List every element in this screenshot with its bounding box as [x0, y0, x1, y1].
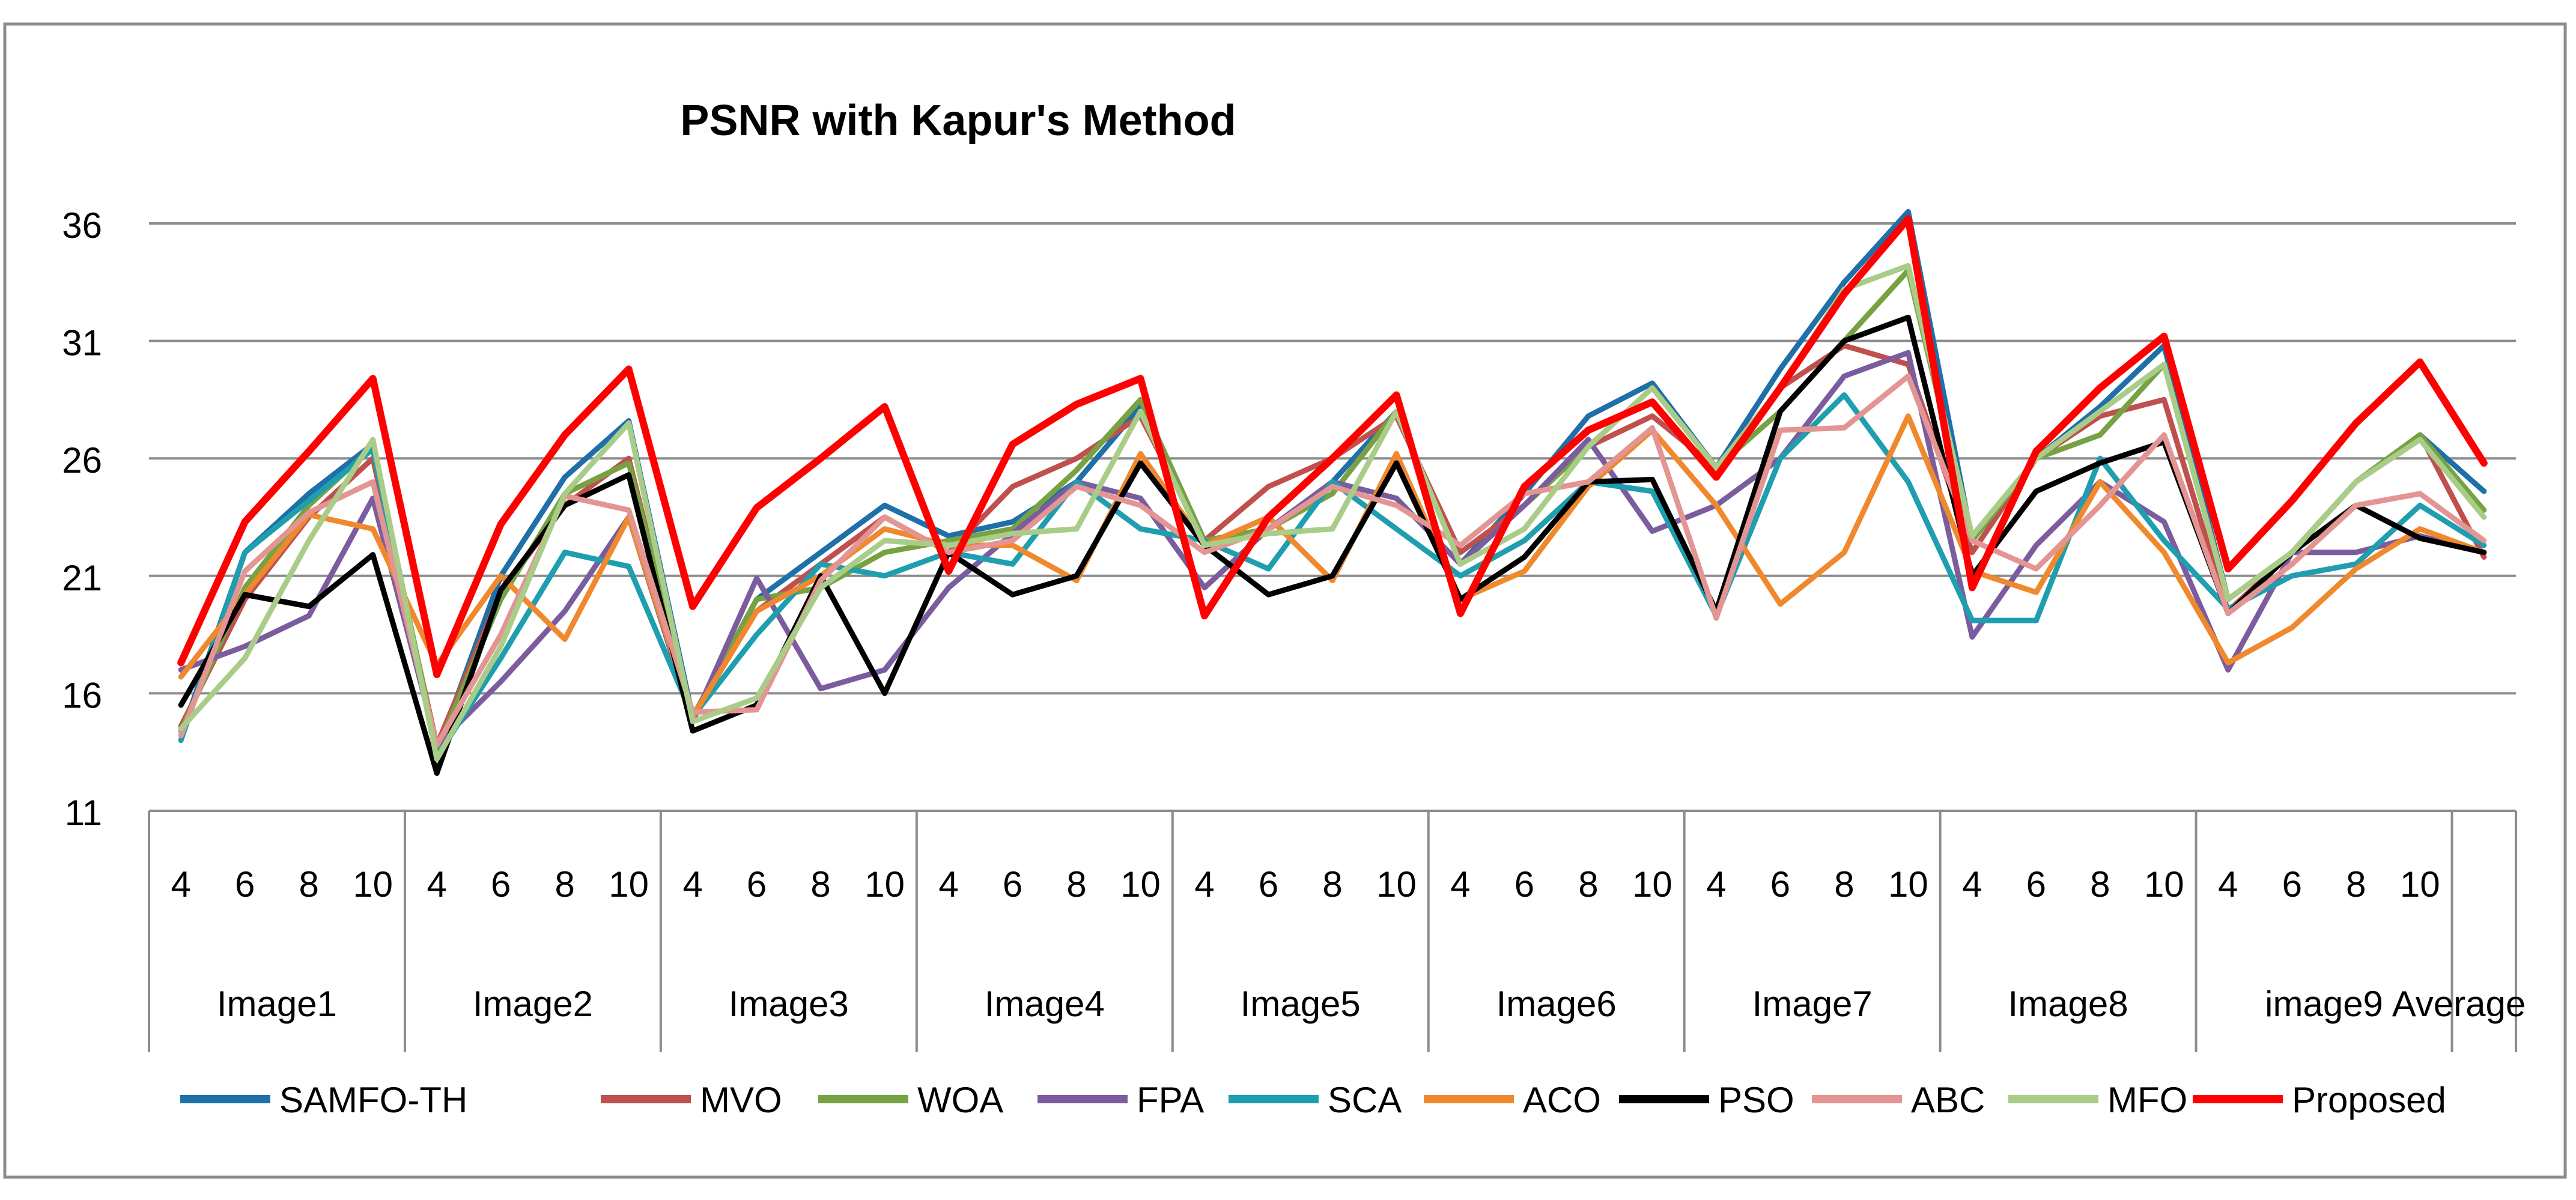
series-line-pso — [178, 315, 2487, 776]
x-group-label: Image4 — [985, 984, 1105, 1024]
series-line-proposed — [177, 215, 2488, 679]
x-tick-label: 6 — [235, 864, 255, 905]
x-tick-label: 6 — [1003, 864, 1022, 905]
x-group-label: Average — [2392, 984, 2526, 1024]
x-tick-label: 8 — [2346, 864, 2366, 905]
x-tick-label: 8 — [1322, 864, 1342, 905]
x-tick-label: 6 — [2026, 864, 2046, 905]
legend-label: ACO — [1523, 1080, 1601, 1120]
x-tick-label: 6 — [1770, 864, 1790, 905]
x-tick-label: 4 — [2218, 864, 2238, 905]
x-tick-label: 4 — [1450, 864, 1470, 905]
chart-title: PSNR with Kapur's Method — [680, 97, 1236, 145]
x-tick-label: 4 — [1194, 864, 1214, 905]
x-tick-label: 10 — [609, 864, 649, 905]
y-tick-label: 11 — [65, 793, 102, 833]
series-line-mfo — [178, 262, 2487, 762]
x-tick-label: 4 — [682, 864, 702, 905]
x-tick-label: 10 — [353, 864, 393, 905]
x-tick-label: 8 — [1066, 864, 1086, 905]
x-tick-label: 10 — [2400, 864, 2440, 905]
x-tick-label: 6 — [2282, 864, 2302, 905]
x-tick-label: 10 — [2144, 864, 2184, 905]
x-group-label: Image8 — [2008, 984, 2128, 1024]
y-tick-label: 16 — [62, 675, 102, 715]
x-tick-label: 4 — [1706, 864, 1726, 905]
legend-label: SCA — [1328, 1080, 1402, 1120]
legend-label: WOA — [917, 1080, 1003, 1120]
legend-label: SAMFO-TH — [279, 1080, 467, 1120]
series-line-sca — [178, 392, 2487, 760]
x-group-label: Image1 — [217, 984, 337, 1024]
x-tick-label: 8 — [1578, 864, 1598, 905]
x-tick-label: 4 — [1962, 864, 1982, 905]
series-line-aco — [178, 413, 2487, 720]
x-tick-label: 8 — [299, 864, 319, 905]
x-axis-categories: 4 6 8 10 Image1 4 6 8 10 Image2 4 6 8 10 Image3 4 6 8 10 Im… — [171, 864, 2526, 1024]
x-group-label: Image2 — [473, 984, 593, 1024]
legend-label: FPA — [1137, 1080, 1204, 1120]
x-group-label: Image7 — [1752, 984, 1873, 1024]
x-tick-label: 8 — [2090, 864, 2110, 905]
legend: SAMFO-TH MVO WOA FPA SCA ACO PSO ABC MFO Proposed — [180, 1080, 2446, 1120]
y-tick-label: 21 — [62, 558, 102, 598]
x-tick-label: 6 — [1259, 864, 1278, 905]
x-group-label: Image6 — [1496, 984, 1617, 1024]
x-tick-label: 4 — [938, 864, 958, 905]
y-tick-label: 36 — [62, 205, 102, 246]
x-group-label: Image3 — [729, 984, 849, 1024]
x-tick-label: 6 — [747, 864, 767, 905]
legend-label: MFO — [2107, 1080, 2187, 1120]
x-tick-label: 10 — [1120, 864, 1161, 905]
y-axis-ticks: 11 16 21 26 31 36 — [62, 205, 102, 833]
x-tick-label: 10 — [1888, 864, 1928, 905]
x-tick-label: 8 — [1834, 864, 1854, 905]
y-tick-label: 26 — [62, 440, 102, 480]
y-tick-label: 31 — [62, 323, 102, 363]
legend-label: Proposed — [2292, 1080, 2446, 1120]
series-lines — [177, 208, 2488, 776]
x-tick-label: 8 — [554, 864, 574, 905]
x-group-label: Image5 — [1241, 984, 1361, 1024]
x-tick-label: 6 — [1514, 864, 1534, 905]
x-group-label: image9 — [2265, 984, 2383, 1024]
legend-label: ABC — [1911, 1080, 1985, 1120]
x-tick-label: 10 — [864, 864, 905, 905]
x-tick-label: 10 — [1632, 864, 1672, 905]
gridlines — [148, 222, 2517, 1052]
x-tick-label: 8 — [810, 864, 830, 905]
x-tick-label: 10 — [1376, 864, 1417, 905]
x-tick-label: 4 — [427, 864, 447, 905]
x-tick-label: 4 — [171, 864, 191, 905]
legend-label: MVO — [700, 1080, 782, 1120]
legend-label: PSO — [1718, 1080, 1794, 1120]
chart-border — [3, 22, 2567, 1179]
x-tick-label: 6 — [491, 864, 511, 905]
